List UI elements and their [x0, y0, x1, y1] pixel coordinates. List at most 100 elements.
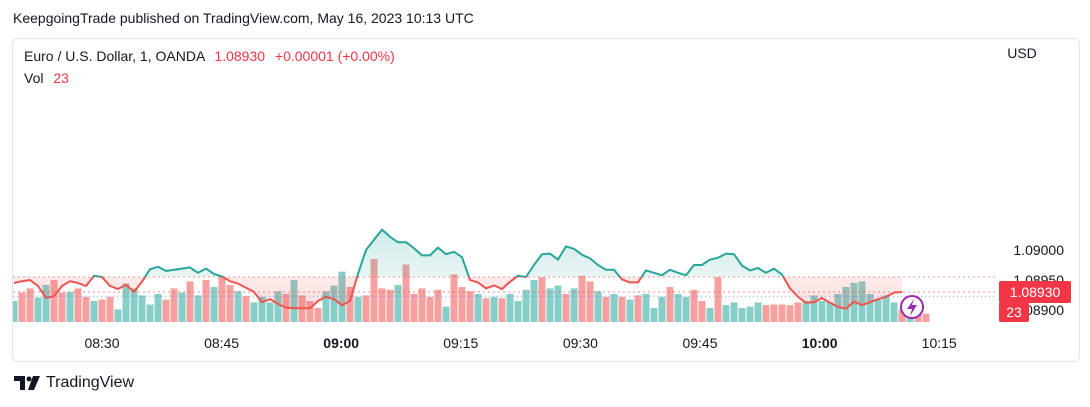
volume-bar — [874, 299, 882, 322]
volume-bar — [554, 285, 562, 322]
volume-bar — [42, 284, 50, 322]
volume-bar — [114, 309, 122, 322]
x-tick-label: 10:00 — [802, 335, 838, 351]
area-fill-up — [14, 229, 902, 277]
volume-bar — [26, 288, 34, 322]
volume-bar — [50, 280, 58, 322]
volume-bars — [13, 259, 930, 322]
volume-bar — [610, 294, 618, 322]
brand-label: TradingView — [46, 374, 135, 391]
volume-bar — [330, 285, 338, 322]
volume-bar — [250, 302, 258, 322]
volume-bar — [618, 296, 626, 322]
price-line — [13, 228, 903, 310]
volume-bar — [762, 305, 770, 322]
x-tick-label: 09:00 — [323, 335, 359, 351]
volume-value: 23 — [53, 70, 69, 86]
volume-bar — [274, 291, 282, 322]
volume-bar — [706, 308, 714, 322]
volume-bar — [586, 281, 594, 322]
volume-bar — [306, 301, 314, 322]
last-price-value: 1.08930 — [214, 48, 266, 64]
volume-bar — [490, 296, 498, 322]
volume-bar — [74, 288, 82, 322]
volume-bar — [746, 306, 754, 322]
volume-bar — [13, 301, 18, 322]
volume-bar — [226, 284, 234, 322]
volume-bar — [866, 294, 874, 322]
volume-bar — [730, 302, 738, 322]
volume-bar — [482, 298, 490, 322]
y-tick-label: 1.09000 — [1013, 242, 1064, 258]
volume-bar — [106, 296, 114, 322]
lightning-icon-bolt — [907, 299, 917, 316]
volume-bar — [202, 280, 210, 322]
volume-bar — [522, 289, 530, 322]
volume-bar — [138, 295, 146, 322]
x-tick-label: 08:30 — [84, 335, 119, 351]
volume-bar — [594, 291, 602, 322]
price-line-up — [91, 228, 785, 277]
volume-bar — [802, 301, 810, 322]
x-tick-label: 09:45 — [682, 335, 717, 351]
volume-bar — [266, 302, 274, 322]
volume-bar — [674, 294, 682, 322]
volume-bar — [698, 301, 706, 322]
volume-bar — [418, 288, 426, 322]
volume-bar — [634, 295, 642, 322]
volume-bar — [658, 296, 666, 322]
volume-bar — [34, 297, 42, 322]
volume-bar — [738, 308, 746, 322]
volume-bar — [754, 302, 762, 322]
price-change-value: +0.00001 (+0.00%) — [274, 48, 395, 64]
volume-bar — [370, 259, 378, 322]
x-tick-label: 09:15 — [443, 335, 478, 351]
volume-bar — [210, 287, 218, 322]
volume-bar — [474, 294, 482, 322]
area-fill — [14, 229, 902, 309]
volume-tag — [999, 302, 1029, 322]
last-price-tag — [999, 281, 1071, 303]
volume-bar — [578, 275, 586, 322]
volume-bar — [386, 289, 394, 322]
volume-label[interactable]: Vol — [24, 70, 44, 86]
lightning-icon[interactable] — [900, 295, 924, 319]
symbol-label[interactable]: Euro / U.S. Dollar, 1, OANDA — [24, 48, 205, 64]
volume-bar — [562, 294, 570, 322]
volume-bar — [538, 277, 546, 322]
volume-bar — [18, 292, 26, 322]
volume-bar — [770, 304, 778, 322]
volume-bar — [434, 289, 442, 322]
volume-bar — [898, 309, 906, 322]
volume-bar — [714, 277, 722, 322]
volume-bar — [530, 280, 538, 322]
volume-bar — [170, 288, 178, 322]
volume-bar — [90, 301, 98, 322]
volume-bar — [402, 264, 410, 322]
volume-bar — [234, 291, 242, 322]
volume-bar — [58, 292, 66, 322]
volume-bar — [258, 296, 266, 322]
volume-bar — [242, 296, 250, 322]
chart-legend: Euro / U.S. Dollar, 1, OANDA 1.08930 +0.… — [24, 48, 395, 64]
volume-bar — [826, 302, 834, 322]
x-tick-label: 08:45 — [204, 335, 239, 351]
volume-bar — [130, 288, 138, 322]
volume-bar — [378, 288, 386, 322]
tradingview-logo-icon — [14, 376, 40, 390]
volume-bar — [426, 296, 434, 322]
volume-bar — [442, 306, 450, 322]
volume-bar — [922, 313, 930, 322]
volume-bar — [98, 299, 106, 322]
last-price-tag-label: 1.08930 — [1010, 284, 1061, 300]
volume-bar — [458, 287, 466, 322]
tradingview-brand[interactable]: TradingView — [14, 374, 134, 392]
volume-bar — [690, 289, 698, 322]
volume-bar — [514, 301, 522, 322]
publisher-note: KeepgoingTrade published on TradingView.… — [13, 10, 474, 26]
currency-label: USD — [1007, 45, 1037, 61]
volume-bar — [322, 291, 330, 322]
volume-bar — [498, 298, 506, 322]
volume-bar — [194, 295, 202, 322]
